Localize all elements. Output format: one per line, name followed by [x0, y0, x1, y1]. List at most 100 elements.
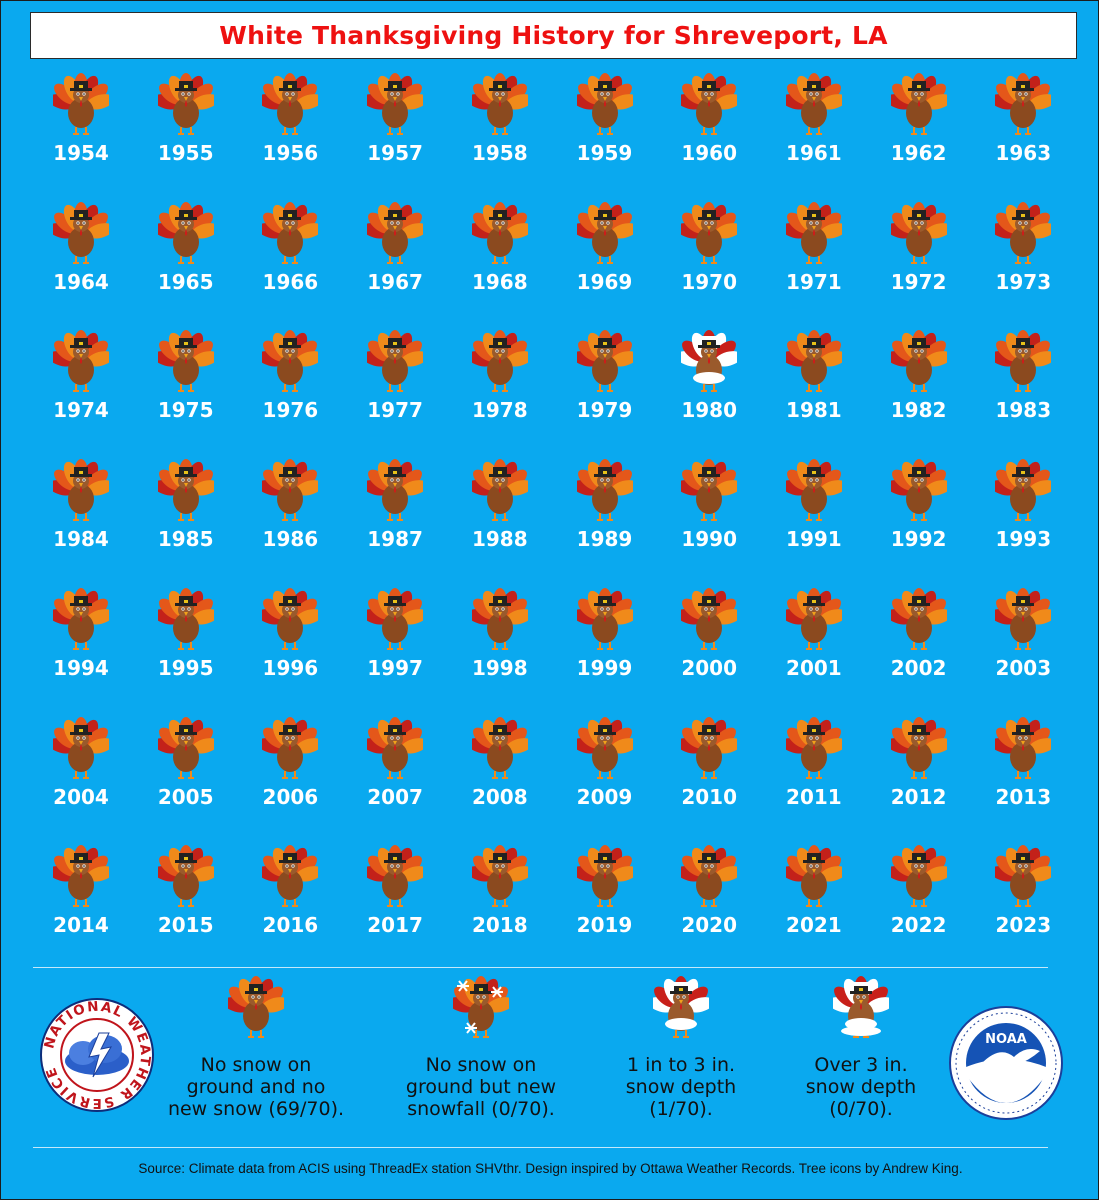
turkey-icon [367, 845, 424, 908]
turkey-icon [262, 845, 319, 908]
legend-line: 1 in to 3 in. [626, 1054, 736, 1076]
year-cell: 1975 [134, 328, 238, 438]
turkey-snowy-icon [653, 976, 709, 1038]
year-label: 2020 [681, 913, 738, 938]
year-cell: 1959 [553, 71, 657, 181]
turkey-icon [262, 330, 319, 393]
year-cell: 1973 [971, 200, 1075, 310]
title-box: White Thanksgiving History for Shrevepor… [30, 12, 1077, 59]
year-cell: 1989 [553, 457, 657, 567]
turkey-icon [367, 716, 424, 779]
year-label: 1985 [157, 527, 214, 552]
year-cell: 2022 [867, 843, 971, 953]
turkey-icon [367, 73, 424, 135]
year-cell: 2008 [448, 715, 552, 825]
legend-line: No snow on [200, 1054, 312, 1076]
year-cell: 2011 [762, 715, 866, 825]
year-label: 1977 [367, 398, 423, 423]
turkey-icon [785, 459, 842, 522]
year-cell: 2023 [971, 843, 1075, 953]
year-cell: 1966 [238, 200, 342, 310]
turkey-icon [785, 73, 842, 135]
turkey-icon [681, 459, 738, 522]
year-label: 1957 [367, 141, 423, 165]
year-label: 1990 [681, 527, 738, 552]
year-cell: 2021 [762, 843, 866, 953]
year-label: 2021 [786, 913, 842, 938]
turkey-icon [785, 201, 842, 264]
year-cell: 1988 [448, 457, 552, 567]
year-cell: 1964 [29, 200, 133, 310]
year-label: 1997 [367, 655, 423, 680]
year-cell: 1986 [238, 457, 342, 567]
year-label: 1967 [367, 269, 423, 294]
year-cell: 1994 [29, 586, 133, 696]
turkey-icon [157, 845, 214, 908]
turkey-icon [53, 73, 109, 135]
year-label: 1981 [786, 398, 842, 423]
turkey-icon [157, 73, 214, 135]
year-label: 2007 [367, 784, 423, 809]
year-row: 1954 1955 1956 1957 1958 1959 1960 1961 1962 1963 [29, 71, 1079, 181]
year-cell: 1995 [134, 586, 238, 696]
turkey-icon [576, 716, 633, 779]
year-cell: 1996 [238, 586, 342, 696]
year-cell: 1971 [762, 200, 866, 310]
year-cell: 1998 [448, 586, 552, 696]
turkey-icon [681, 73, 738, 135]
year-label: 1956 [262, 141, 319, 165]
turkey-icon [157, 330, 214, 393]
year-cell: 1999 [553, 586, 657, 696]
year-label: 1974 [53, 398, 109, 423]
year-label: 1963 [995, 141, 1052, 165]
turkey-icon [576, 587, 633, 650]
year-cell: 2006 [238, 715, 342, 825]
turkey-icon [576, 73, 633, 135]
year-label: 2009 [576, 784, 633, 809]
year-row: 1964 1965 1966 1967 1968 1969 1970 1971 1972 1973 [29, 200, 1079, 310]
year-cell: 1968 [448, 200, 552, 310]
turkey-icon [367, 587, 424, 650]
turkey-icon [262, 201, 319, 264]
legend-text: No snow on ground and no new snow (69/70). [156, 1054, 356, 1120]
year-cell: 2000 [657, 586, 761, 696]
source-note: Source: Climate data from ACIS using Thr… [138, 1161, 963, 1176]
turkey-icon [53, 201, 109, 264]
year-cell: 1956 [238, 71, 342, 181]
year-cell: 2004 [29, 715, 133, 825]
year-label: 2016 [262, 913, 319, 938]
year-cell: 2005 [134, 715, 238, 825]
legend-text: 1 in to 3 in. snow depth (1/70). [581, 1054, 781, 1120]
year-cell: 1963 [971, 71, 1075, 181]
year-label: 1959 [576, 141, 633, 165]
turkey-icon [995, 459, 1052, 522]
turkey-icon [681, 201, 738, 264]
year-cell: 2003 [971, 586, 1075, 696]
year-label: 2012 [890, 784, 947, 809]
year-row: 1994 1995 1996 1997 1998 1999 2000 2001 2002 2003 [29, 586, 1079, 696]
legend-text: No snow on ground but new snowfall (0/70). [381, 1054, 581, 1120]
turkey-icon [53, 330, 109, 393]
divider-top [33, 967, 1048, 968]
nws-logo-icon: NATIONAL WEATHER SERVICE [40, 998, 154, 1112]
turkey-icon [576, 201, 633, 264]
year-cell: 1978 [448, 328, 552, 438]
year-label: 2017 [367, 913, 423, 938]
year-cell: 2013 [971, 715, 1075, 825]
noaa-logo-text: NOAA [985, 1032, 1027, 1047]
year-label: 1988 [471, 527, 528, 552]
year-label: 2010 [681, 784, 738, 809]
year-cell: 1957 [343, 71, 447, 181]
year-cell: 1962 [867, 71, 971, 181]
legend-line: No snow on [425, 1054, 537, 1076]
turkey-icon [890, 845, 947, 908]
year-cell: 2019 [553, 843, 657, 953]
year-cell: 2007 [343, 715, 447, 825]
year-cell: 1970 [657, 200, 761, 310]
year-cell: 1960 [657, 71, 761, 181]
legend-text: Over 3 in. snow depth (0/70). [761, 1054, 961, 1120]
turkey-icon [471, 459, 528, 522]
year-row: 2004 2005 2006 2007 2008 2009 2010 2011 2012 2013 [29, 715, 1079, 825]
year-cell: 2014 [29, 843, 133, 953]
year-cell: 1972 [867, 200, 971, 310]
